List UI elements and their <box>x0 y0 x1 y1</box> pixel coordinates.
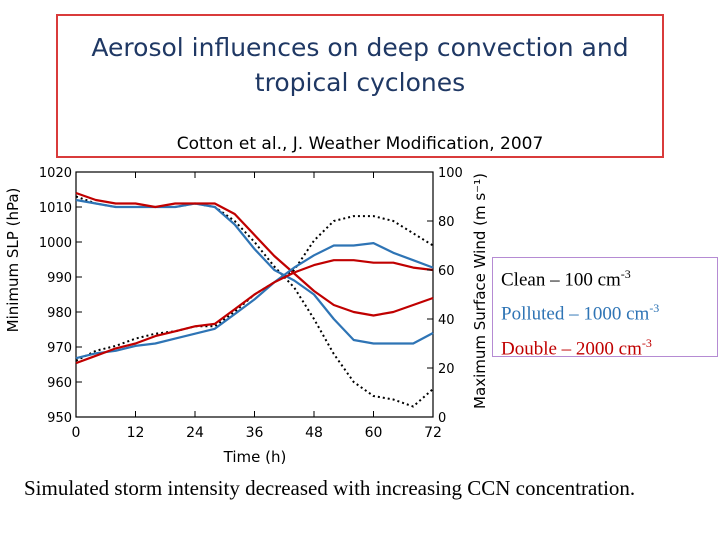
y-left-tick-label: 950 <box>47 411 72 426</box>
series-polluted-slp <box>75 198 434 345</box>
legend-item-polluted: Polluted – 1000 cm-3 <box>501 301 660 325</box>
chart: 0 12 24 36 48 60 72950960970980990100010101020… <box>4 166 489 464</box>
slide-title: Aerosol influences on deep convection an… <box>91 33 629 97</box>
series-double-wind <box>75 259 434 365</box>
caption: Simulated storm intensity decreased with… <box>24 476 636 500</box>
x-tick-label: 0 <box>72 425 81 441</box>
series-polluted-wind <box>75 241 434 360</box>
title-box: Aerosol influences on deep convection an… <box>56 14 664 158</box>
series-lines <box>75 191 434 408</box>
x-tick-label: 72 <box>424 425 442 441</box>
y-left-tick-label: 970 <box>47 341 72 356</box>
y-left-tick-label: 990 <box>47 271 72 286</box>
y-left-tick-label: 960 <box>47 376 72 391</box>
y-right-tick-label: 80 <box>438 215 455 230</box>
series-clean-wind <box>75 215 434 362</box>
x-tick-label: 48 <box>305 425 323 441</box>
y-left-tick-label: 1020 <box>39 166 72 181</box>
citation: Cotton et al., J. Weather Modification, … <box>176 134 544 154</box>
y-axis-left-label: Minimum SLP (hPa) <box>4 188 22 333</box>
y-right-tick-label: 60 <box>438 264 455 279</box>
x-tick-label: 24 <box>186 425 204 441</box>
legend-item-double: Double – 2000 cm-3 <box>501 335 652 359</box>
series-double-slp <box>75 191 434 317</box>
y-left-tick-label: 1010 <box>39 201 72 216</box>
y-right-tick-label: 20 <box>438 362 455 377</box>
y-left-tick-label: 980 <box>47 306 72 321</box>
y-right-tick-label: 100 <box>438 166 463 181</box>
y-right-tick-label: 40 <box>438 313 455 328</box>
y-axis-right-label: Maximum Surface Wind (m s⁻¹) <box>471 173 489 409</box>
legend-item-clean: Clean – 100 cm-3 <box>501 267 631 291</box>
x-tick-label: 12 <box>127 425 145 441</box>
y-left-tick-label: 1000 <box>39 236 72 251</box>
x-tick-label: 36 <box>246 425 264 441</box>
x-tick-label: 60 <box>365 425 383 441</box>
legend: Clean – 100 cm-3 Polluted – 1000 cm-3 Do… <box>492 257 718 359</box>
y-right-tick-label: 0 <box>438 411 446 426</box>
series-clean-slp <box>75 195 434 408</box>
x-axis-label: Time (h) <box>223 448 287 464</box>
axis-ticks: 0 12 24 36 48 60 72950960970980990100010101020… <box>39 166 463 441</box>
